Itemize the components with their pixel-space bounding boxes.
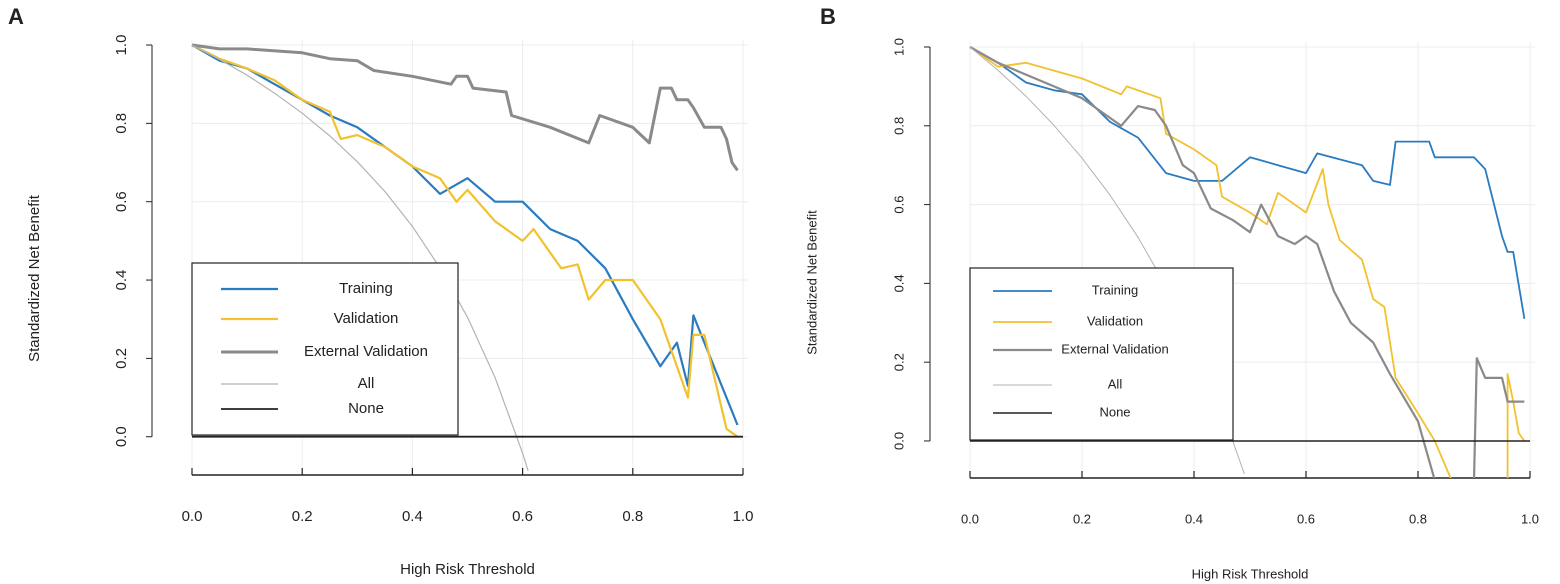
series-line [191,43,739,172]
x-tick-label: 0.8 [1409,511,1427,526]
y-tick-label: 0.6 [891,196,906,214]
x-tick-label: 0.0 [182,508,203,525]
x-tick-label: 1.0 [1521,511,1539,526]
legend-label: External Validation [1061,341,1168,356]
y-tick-label: 0.0 [113,426,130,447]
x-axis-label: High Risk Threshold [1192,566,1309,581]
series-group [191,43,743,471]
legend-label: All [1108,376,1123,391]
legend-box [191,262,459,436]
panel-label: A [8,4,24,29]
y-axis-label: Standardized Net Benefit [804,210,819,355]
y-tick-label: 0.2 [891,353,906,371]
series-line [969,46,1526,319]
x-tick-label: 0.6 [1297,511,1315,526]
y-tick-label: 0.0 [891,432,906,450]
x-tick-label: 1.0 [733,508,754,525]
y-tick-label: 0.8 [113,113,130,134]
x-tick-label: 0.2 [292,508,313,525]
series-line [191,44,739,438]
x-axis-label: High Risk Threshold [400,561,535,578]
series-line [969,46,1525,478]
y-tick-label: 0.2 [113,348,130,369]
legend-label: None [348,400,384,417]
y-tick-label: 1.0 [891,38,906,56]
x-tick-label: 0.4 [1185,511,1203,526]
y-tick-label: 0.8 [891,117,906,135]
x-tick-label: 0.8 [622,508,643,525]
panel-label: B [820,4,836,29]
y-axis-label: Standardized Net Benefit [26,194,43,362]
legend: Training Validation External Validation All… [191,262,459,436]
legend-label: Validation [1087,313,1143,328]
legend-label: Training [1092,282,1138,297]
legend-label: External Validation [304,343,428,360]
legend-label: None [1099,404,1130,419]
y-tick-label: 0.4 [113,270,130,291]
legend-label: All [358,375,375,392]
series-line [191,44,529,471]
y-tick-label: 0.4 [891,274,906,292]
panel: 0.0 0.2 0.4 0.6 0.8 1.0 0.0 0.2 0.4 0.6 0.8 1.0 B Hig… [804,4,1539,582]
y-tick-label: 0.6 [113,191,130,212]
x-tick-label: 0.0 [961,511,979,526]
x-tick-label: 0.4 [402,508,423,525]
panel: 0.0 0.2 0.4 0.6 0.8 1.0 0.0 0.2 0.4 0.6 0.8 1.0 A Hig… [8,4,753,578]
x-tick-label: 0.6 [512,508,533,525]
x-tick-label: 0.2 [1073,511,1091,526]
legend: Training Validation External Validation All… [969,267,1234,441]
legend-label: Validation [334,310,399,327]
legend-label: Training [339,280,393,297]
y-tick-label: 1.0 [113,35,130,56]
legend-box [969,267,1234,441]
